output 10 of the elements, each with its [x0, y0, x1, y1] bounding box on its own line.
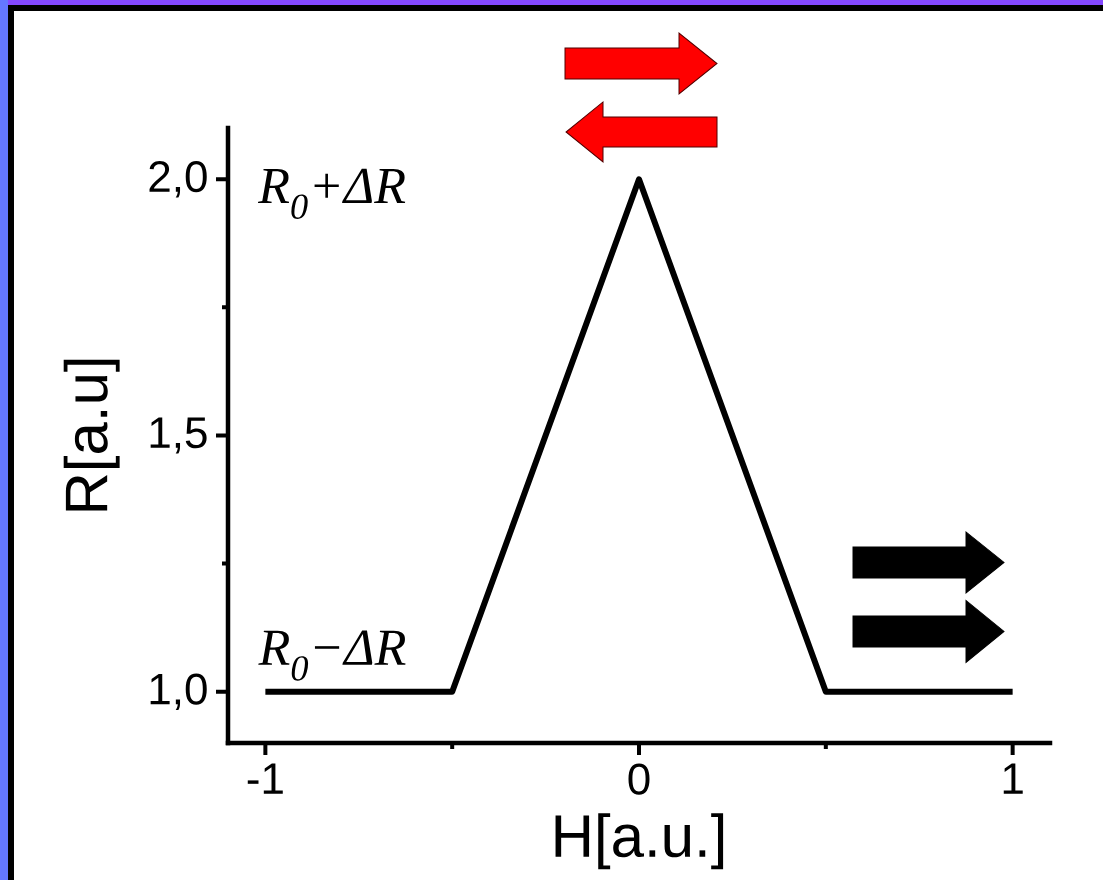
annotation: R$_{0}$+ΔR [257, 168, 406, 220]
x-tick-label: -1 [247, 763, 283, 794]
x-tick-label: 0 [628, 763, 650, 795]
x-axis-title: H[a.u.] [555, 813, 724, 870]
y-tick-label: 1,0 [150, 673, 207, 710]
annotation: R$_{0}$−ΔR [258, 630, 406, 681]
y-tick-label: 2,0 [149, 161, 207, 198]
y-tick-label: 1,5 [150, 417, 207, 454]
y-axis-title: R[a.u] [63, 359, 120, 511]
x-tick-label: 1 [1003, 763, 1023, 794]
